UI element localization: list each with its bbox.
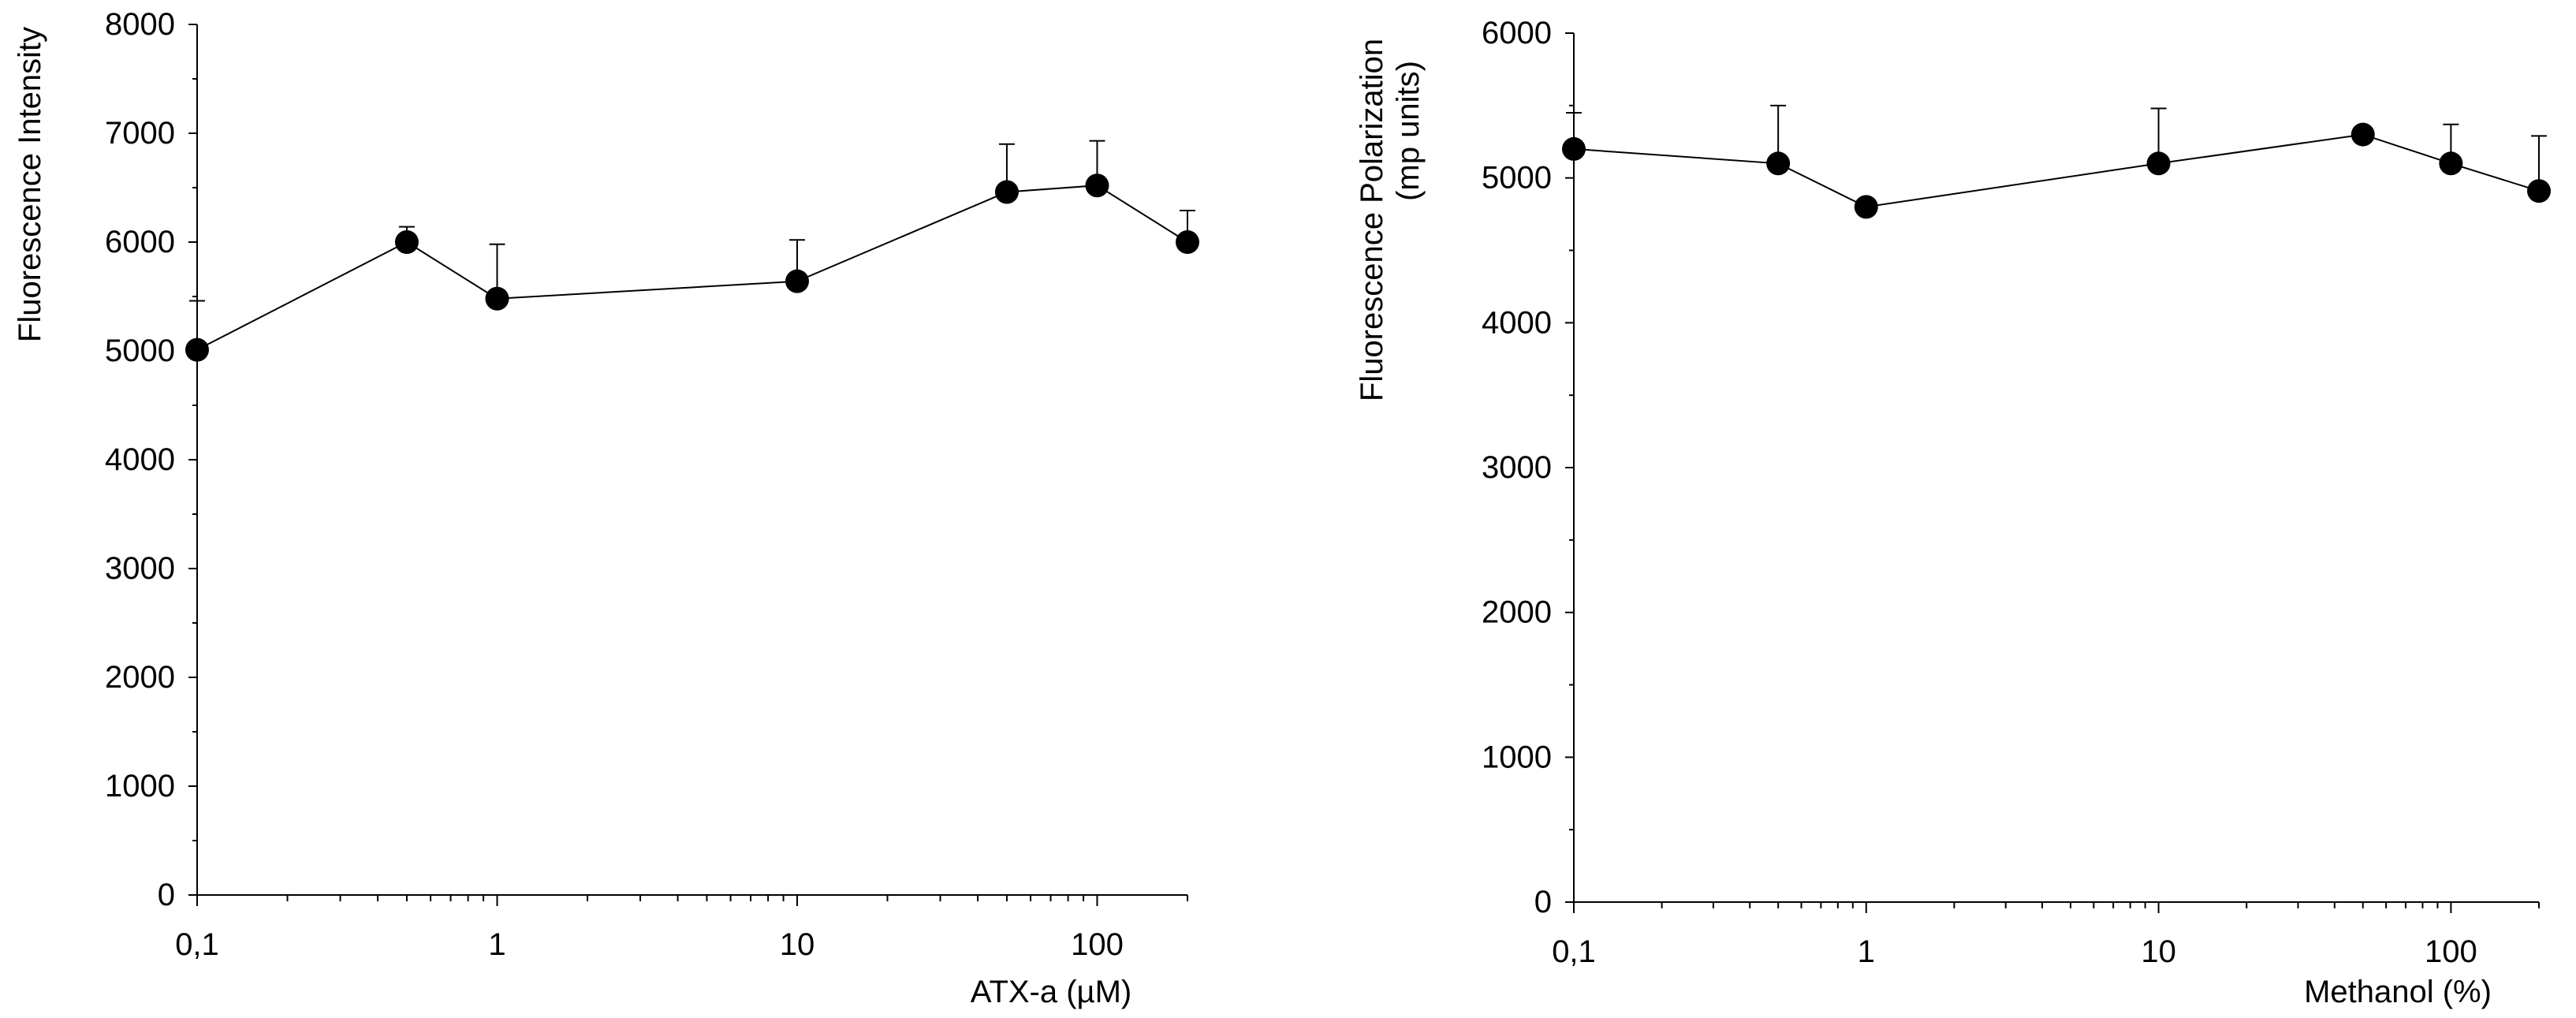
y-tick-label: 1000 [105, 769, 175, 804]
y-tick-label: 0 [158, 878, 175, 912]
x-tick-label: 1 [1858, 934, 1875, 969]
data-point [1085, 173, 1109, 198]
x-axis-label: ATX-a (µM) [971, 975, 1132, 1009]
data-point [1176, 230, 1199, 254]
y-tick-label: 6000 [105, 225, 175, 259]
y-tick-label: 3000 [105, 551, 175, 586]
x-tick-label: 0,1 [1552, 934, 1596, 969]
data-point [185, 337, 209, 362]
y-tick-label: 2000 [105, 660, 175, 695]
y-axis-label: Fluorescence Polarization [1355, 39, 1389, 401]
y-tick-label: 4000 [105, 442, 175, 477]
x-tick-label: 10 [2141, 934, 2176, 969]
x-tick-label: 1 [488, 927, 505, 962]
chart-atx-a-fluorescence-intensity: 0 1000 2000 3000 4000 5000 6000 7000 8000 0,1 1 10 1… [13, 7, 1199, 1009]
x-tick-label: 100 [2425, 934, 2477, 969]
chart-methanol-fluorescence-polarization: 0 1000 2000 3000 4000 5000 6000 0,1 1 10 100 Methan… [1355, 16, 2551, 1009]
data-point [1854, 195, 1878, 219]
y-tick-label: 8000 [105, 7, 175, 42]
data-point [785, 269, 809, 293]
x-axis-label: Methanol (%) [2304, 975, 2492, 1009]
x-tick-label: 100 [1071, 927, 1124, 962]
y-tick-label: 2000 [1482, 595, 1552, 630]
data-point [2527, 179, 2551, 203]
data-point [2350, 122, 2375, 147]
y-tick-label: 3000 [1482, 450, 1552, 485]
y-tick-label: 1000 [1482, 740, 1552, 774]
y-tick-label: 0 [1534, 885, 1552, 919]
y-tick-label: 7000 [105, 116, 175, 151]
y-axis-label: (mp units) [1391, 61, 1426, 201]
y-tick-label: 6000 [1482, 16, 1552, 50]
data-point [2439, 151, 2463, 176]
x-tick-label: 0,1 [175, 927, 219, 962]
data-point [394, 230, 419, 254]
y-tick-label: 5000 [1482, 161, 1552, 196]
y-axis-label: Fluorescence Intensity [13, 27, 47, 342]
y-tick-label: 5000 [105, 334, 175, 368]
data-point [1562, 136, 1586, 161]
data-point [2146, 151, 2171, 176]
y-tick-label: 4000 [1482, 305, 1552, 340]
data-point [485, 286, 509, 311]
data-point [1766, 151, 1791, 176]
data-point [994, 180, 1019, 204]
x-tick-label: 10 [780, 927, 815, 962]
